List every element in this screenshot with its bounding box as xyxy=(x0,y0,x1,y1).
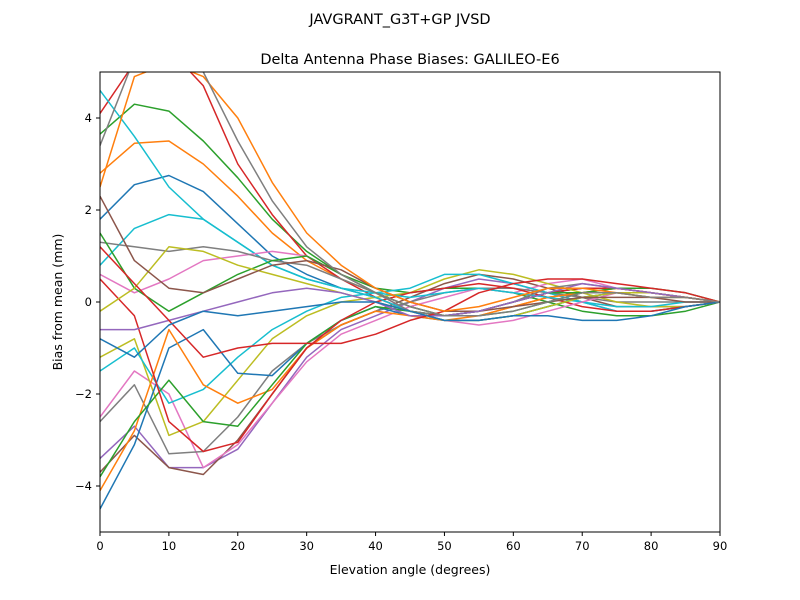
x-tick-label: 50 xyxy=(437,539,452,553)
x-tick-label: 10 xyxy=(162,539,177,553)
series-line-14 xyxy=(100,278,720,453)
x-axis-label: Elevation angle (degrees) xyxy=(330,562,491,577)
x-tick-label: 70 xyxy=(575,539,590,553)
series-line-15 xyxy=(100,89,720,322)
series-line-11 xyxy=(100,292,720,510)
x-tick-label: 90 xyxy=(713,539,728,553)
series-line-18 xyxy=(100,241,720,317)
x-tick-label: 30 xyxy=(299,539,314,553)
x-tick-label: 80 xyxy=(644,539,659,553)
figure-suptitle: JAVGRANT_G3T+GP JVSD xyxy=(308,12,490,28)
x-tick-label: 20 xyxy=(230,539,245,553)
series-line-4 xyxy=(100,72,720,317)
y-axis-label: Bias from mean (mm) xyxy=(50,234,65,371)
y-tick-label: −2 xyxy=(75,387,92,401)
x-tick-label: 40 xyxy=(368,539,383,553)
y-tick-label: 0 xyxy=(85,295,92,309)
y-tick-label: 4 xyxy=(85,111,92,125)
series-line-8 xyxy=(100,287,720,455)
y-axis: −4 −2 0 2 4 xyxy=(75,111,100,493)
series-line-26 xyxy=(100,72,720,317)
series-group xyxy=(100,72,720,510)
series-line-20 xyxy=(100,246,720,322)
x-axis: 0 10 20 30 40 50 60 70 80 90 xyxy=(96,532,727,553)
x-tick-label: 60 xyxy=(506,539,521,553)
y-tick-label: 2 xyxy=(85,203,92,217)
series-line-24 xyxy=(100,301,720,358)
chart-title: Delta Antenna Phase Biases: GALILEO-E6 xyxy=(260,52,559,68)
x-tick-label: 0 xyxy=(96,539,103,553)
y-tick-label: −4 xyxy=(75,479,92,493)
series-line-16 xyxy=(100,213,720,308)
series-line-23 xyxy=(100,246,720,358)
